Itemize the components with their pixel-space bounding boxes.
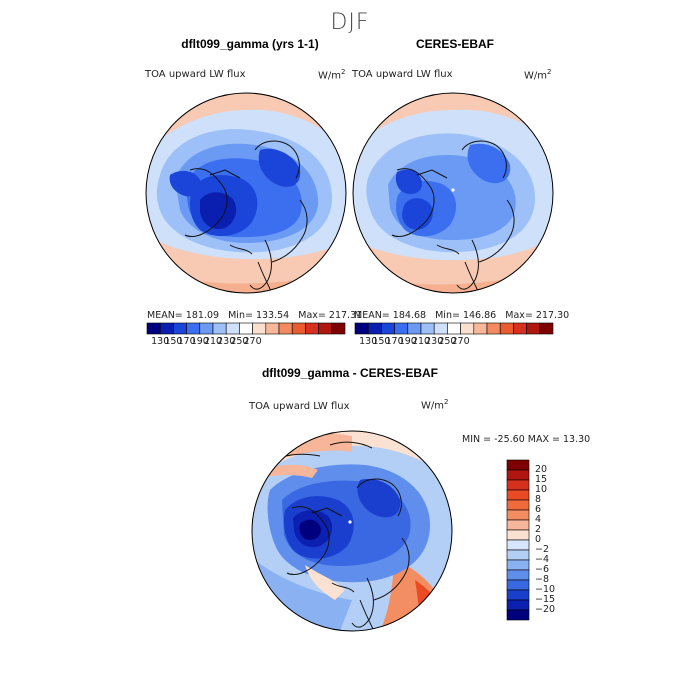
colorbar-tick-label: 8 — [535, 494, 542, 505]
colorbar-swatch — [291, 322, 306, 335]
colorbar-swatch — [526, 322, 541, 335]
colorbar-tick-label: 270 — [243, 336, 262, 347]
colorbar-swatch — [506, 479, 530, 491]
colorbar-swatch — [239, 322, 253, 335]
colorbar-tick-label: 210 — [203, 336, 223, 347]
colorbar-tick-label: 250 — [230, 336, 249, 347]
colorbar-tick-label: 190 — [398, 336, 417, 347]
panel-2-map — [353, 93, 553, 293]
colorbar-tick-label: 190 — [190, 336, 209, 347]
colorbar-swatch — [506, 559, 530, 571]
colorbar-tick-label: 170 — [177, 336, 196, 347]
colorbar-swatch — [331, 322, 346, 335]
colorbar-tick-label: 230 — [217, 336, 236, 347]
colorbar-swatch — [506, 579, 530, 591]
colorbar-tick-label: 250 — [438, 336, 457, 347]
colorbar-tick-label: −2 — [535, 544, 550, 555]
colorbar-swatch — [506, 519, 530, 531]
colorbar-tick-label: 6 — [535, 504, 542, 515]
panel-1-colorbar — [146, 322, 346, 335]
colorbar-tick-label: 0 — [535, 534, 542, 545]
colorbar-tick-label: −4 — [535, 554, 550, 565]
colorbar-swatch — [394, 322, 409, 335]
colorbar-tick-label: 130 — [359, 336, 378, 347]
colorbar-swatch — [159, 322, 174, 335]
panel-1-title: dflt099_gamma (yrs 1-1) — [181, 37, 319, 51]
colorbar-swatch — [381, 322, 395, 335]
colorbar-swatch — [506, 599, 530, 611]
panel-3-variable: TOA upward LW flux — [249, 401, 350, 412]
panel-1-variable: TOA upward LW flux — [145, 69, 246, 80]
panel-3-stats: MIN = -25.60 MAX = 13.30 — [462, 434, 591, 445]
colorbar-tick-label: −15 — [535, 594, 556, 605]
panel-2-variable: TOA upward LW flux — [352, 69, 453, 80]
colorbar-swatch — [506, 589, 530, 601]
colorbar-swatch — [460, 322, 475, 335]
colorbar-swatch — [506, 529, 530, 541]
colorbar-tick-label: 2 — [535, 524, 542, 535]
colorbar-swatch — [506, 509, 530, 521]
panel-1-stats: MEAN= 181.09 Min= 133.54 Max= 217.31 — [147, 310, 363, 321]
colorbar-swatch — [199, 322, 214, 335]
colorbar-swatch — [186, 322, 201, 335]
colorbar-tick-label: −10 — [535, 584, 556, 595]
colorbar-swatch — [225, 322, 240, 335]
colorbar-swatch — [420, 322, 435, 335]
colorbar-tick-label: −6 — [535, 564, 550, 575]
colorbar-swatch — [447, 322, 461, 335]
colorbar-tick-label: 150 — [164, 336, 183, 347]
colorbar-swatch — [486, 322, 501, 335]
colorbar-swatch — [499, 322, 514, 335]
colorbar-tick-label: −20 — [535, 604, 556, 615]
colorbar-tick-label: 20 — [535, 464, 548, 475]
colorbar-swatch — [506, 569, 530, 581]
colorbar-tick-label: 170 — [385, 336, 404, 347]
colorbar-swatch — [506, 539, 530, 551]
colorbar-swatch — [506, 469, 530, 481]
colorbar-swatch — [506, 499, 530, 511]
colorbar-swatch — [407, 322, 422, 335]
panel-3-map — [252, 431, 452, 631]
colorbar-swatch — [539, 322, 554, 335]
colorbar-tick-label: 150 — [372, 336, 391, 347]
colorbar-swatch — [212, 322, 227, 335]
colorbar-tick-label: −8 — [535, 574, 550, 585]
colorbar-tick-label: 210 — [411, 336, 431, 347]
colorbar-swatch — [513, 322, 527, 335]
panel-2-units: W/m2 — [524, 68, 552, 82]
panel-3-title: dflt099_gamma - CERES-EBAF — [261, 366, 439, 380]
panel-2-colorbar — [354, 322, 554, 335]
colorbar-swatch — [305, 322, 319, 335]
panel-2-title: CERES-EBAF — [415, 37, 494, 51]
colorbar-tick-label: 130 — [151, 336, 170, 347]
colorbar-swatch — [173, 322, 187, 335]
colorbar-swatch — [146, 322, 161, 335]
colorbar-swatch — [506, 489, 530, 501]
colorbar-swatch — [265, 322, 280, 335]
figure-title: DJF — [330, 10, 370, 35]
colorbar-swatch — [318, 322, 333, 335]
colorbar-swatch — [367, 322, 382, 335]
panel-1-map — [146, 93, 346, 293]
colorbar-swatch — [506, 549, 530, 561]
colorbar-tick-label: 270 — [451, 336, 470, 347]
colorbar-swatch — [278, 322, 293, 335]
panel-3-units: W/m2 — [421, 398, 449, 412]
colorbar-swatch — [506, 459, 530, 471]
colorbar-swatch — [506, 609, 530, 621]
panel-2-stats: MEAN= 184.68 Min= 146.86 Max= 217.30 — [354, 310, 570, 321]
colorbar-tick-label: 4 — [535, 514, 542, 525]
colorbar-swatch — [433, 322, 448, 335]
panel-1-units: W/m2 — [318, 68, 346, 82]
panel-3-colorbar — [506, 459, 530, 621]
colorbar-tick-label: 10 — [535, 484, 548, 495]
colorbar-tick-label: 15 — [535, 474, 548, 485]
colorbar-swatch — [473, 322, 488, 335]
colorbar-swatch — [354, 322, 369, 335]
colorbar-swatch — [252, 322, 267, 335]
colorbar-tick-label: 230 — [425, 336, 444, 347]
